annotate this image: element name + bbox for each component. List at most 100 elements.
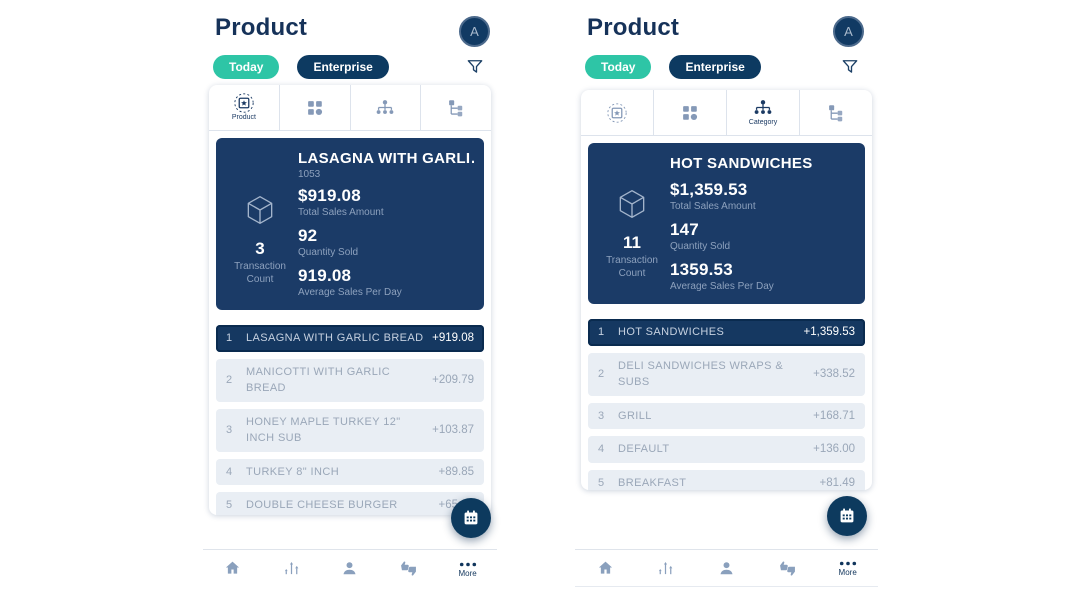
funnel-filter-icon[interactable] (465, 57, 485, 77)
tab-label: Product (231, 114, 256, 122)
summary-card: LASAGNA WITH GARLI… 1053 3 Transaction C… (216, 138, 484, 310)
item-name: TURKEY 8" INCH (246, 465, 340, 478)
nav-feedback[interactable] (757, 558, 818, 579)
phone-screen-product: Product A Today Enterprise Product (203, 0, 497, 602)
rank-number: 5 (598, 476, 605, 489)
calendar-fab-button[interactable] (827, 496, 867, 536)
item-name: HONEY MAPLE TURKEY 12" INCH SUB (246, 415, 401, 445)
total-sales-stat: $1,359.53 Total Sales Amount (670, 180, 855, 212)
grid-icon (304, 97, 326, 119)
avg-sales-stat: 919.08 Average Sales Per Day (298, 266, 474, 298)
list-item-4[interactable]: 4 TURKEY 8" INCH +89.85 (216, 458, 484, 485)
tab-label: Category (748, 119, 778, 127)
total-sales-stat: $919.08 Total Sales Amount (298, 186, 474, 218)
view-tabbar: Product (209, 85, 491, 131)
grid-icon (679, 102, 701, 124)
nav-more-label: More (458, 568, 477, 578)
item-value: +89.85 (438, 465, 475, 478)
quantity-sold-label: Quantity Sold (670, 241, 731, 252)
avg-sales-label: Average Sales Per Day (670, 281, 774, 292)
avatar[interactable]: A (459, 16, 490, 47)
list-item-3[interactable]: 3 HONEY MAPLE TURKEY 12" INCH SUB +103.8… (216, 408, 484, 452)
nav-more[interactable]: More (438, 560, 497, 578)
rank-number: 2 (226, 374, 233, 386)
phone-screen-category: Product A Today Enterprise (575, 0, 878, 602)
quantity-sold-value: 92 (298, 226, 318, 245)
item-name: LASAGNA WITH GARLIC BREAD (246, 332, 424, 344)
item-value: +168.71 (813, 409, 855, 422)
trends-chart-icon (655, 558, 676, 579)
calendar-icon (460, 507, 482, 529)
avg-sales-value: 919.08 (298, 266, 352, 285)
nav-profile[interactable] (321, 558, 380, 579)
enterprise-pill[interactable]: Enterprise (297, 55, 389, 79)
summary-title: LASAGNA WITH GARLI… (298, 150, 474, 167)
list-item-1[interactable]: 1 HOT SANDWICHES +1,359.53 (588, 319, 865, 346)
rank-number: 5 (226, 499, 233, 512)
avg-sales-value: 1359.53 (670, 260, 733, 279)
nav-home[interactable] (203, 558, 262, 579)
star-badge-icon (233, 92, 255, 114)
list-item-5[interactable]: 5 BREAKFAST +81.49 (588, 469, 865, 490)
transaction-count-value: 3 (255, 239, 265, 258)
nav-more[interactable]: More (817, 559, 878, 577)
home-icon (595, 558, 616, 579)
tab-grid[interactable] (653, 90, 726, 135)
item-value: +919.08 (432, 332, 474, 345)
rank-number: 3 (226, 424, 233, 436)
item-value: +209.79 (432, 374, 474, 386)
tab-category[interactable]: Category (726, 90, 799, 135)
transaction-count-block: 11 Transaction Count (594, 174, 670, 292)
page-title: Product (215, 14, 308, 41)
list-item-1[interactable]: 1 LASAGNA WITH GARLIC BREAD +919.08 (216, 325, 484, 352)
avatar[interactable]: A (833, 16, 864, 47)
tab-category[interactable] (349, 85, 421, 130)
quantity-sold-label: Quantity Sold (298, 247, 359, 258)
bottom-navigation: More (203, 549, 497, 587)
rank-number: 4 (598, 443, 605, 456)
home-icon (222, 558, 243, 579)
bottom-navigation: More (575, 549, 878, 587)
rank-number: 1 (598, 326, 605, 339)
list-item-2[interactable]: 2 DELI SANDWICHES WRAPS & SUBS +338.52 (588, 352, 865, 396)
funnel-filter-icon[interactable] (840, 57, 860, 77)
today-pill[interactable]: Today (213, 55, 280, 79)
person-icon (339, 558, 360, 579)
content-panel: Category HOT SANDWICHES 11 Transaction C… (581, 90, 872, 490)
item-value: +136.00 (813, 443, 855, 456)
list-item-4[interactable]: 4 DEFAULT +136.00 (588, 436, 865, 463)
tab-tree[interactable] (799, 90, 872, 135)
item-name: GRILL (618, 409, 652, 422)
item-name: BREAKFAST (618, 476, 687, 489)
tab-product[interactable] (581, 90, 653, 135)
star-badge-icon (606, 102, 628, 124)
total-sales-value: $919.08 (298, 186, 361, 205)
thumbs-feedback-icon (398, 558, 419, 579)
quantity-sold-value: 147 (670, 220, 699, 239)
transaction-count-label: Transaction Count (606, 255, 658, 279)
more-dots-icon (837, 559, 859, 568)
tab-product[interactable]: Product (209, 85, 279, 130)
nav-trends[interactable] (262, 558, 321, 579)
nav-feedback[interactable] (379, 558, 438, 579)
total-sales-label: Total Sales Amount (298, 207, 384, 218)
quantity-sold-stat: 92 Quantity Sold (298, 226, 474, 258)
item-value: +81.49 (819, 476, 856, 489)
view-tabbar: Category (581, 90, 872, 136)
item-name: DELI SANDWICHES WRAPS & SUBS (618, 359, 784, 389)
list-item-5[interactable]: 5 DOUBLE CHEESE BURGER +65.89 (216, 492, 484, 515)
nav-trends[interactable] (636, 558, 697, 579)
calendar-fab-button[interactable] (451, 498, 491, 538)
avg-sales-stat: 1359.53 Average Sales Per Day (670, 260, 855, 292)
nav-home[interactable] (575, 558, 636, 579)
tab-tree[interactable] (420, 85, 491, 130)
rank-number: 1 (226, 332, 233, 345)
list-item-2[interactable]: 2 MANICOTTI WITH GARLIC BREAD +209.79 (216, 358, 484, 402)
enterprise-pill[interactable]: Enterprise (669, 55, 761, 79)
list-item-3[interactable]: 3 GRILL +168.71 (588, 402, 865, 429)
tab-grid[interactable] (278, 85, 350, 130)
category-hierarchy-icon (374, 97, 396, 119)
transaction-count-label: Transaction Count (234, 261, 286, 285)
today-pill[interactable]: Today (585, 55, 652, 79)
nav-profile[interactable] (696, 558, 757, 579)
